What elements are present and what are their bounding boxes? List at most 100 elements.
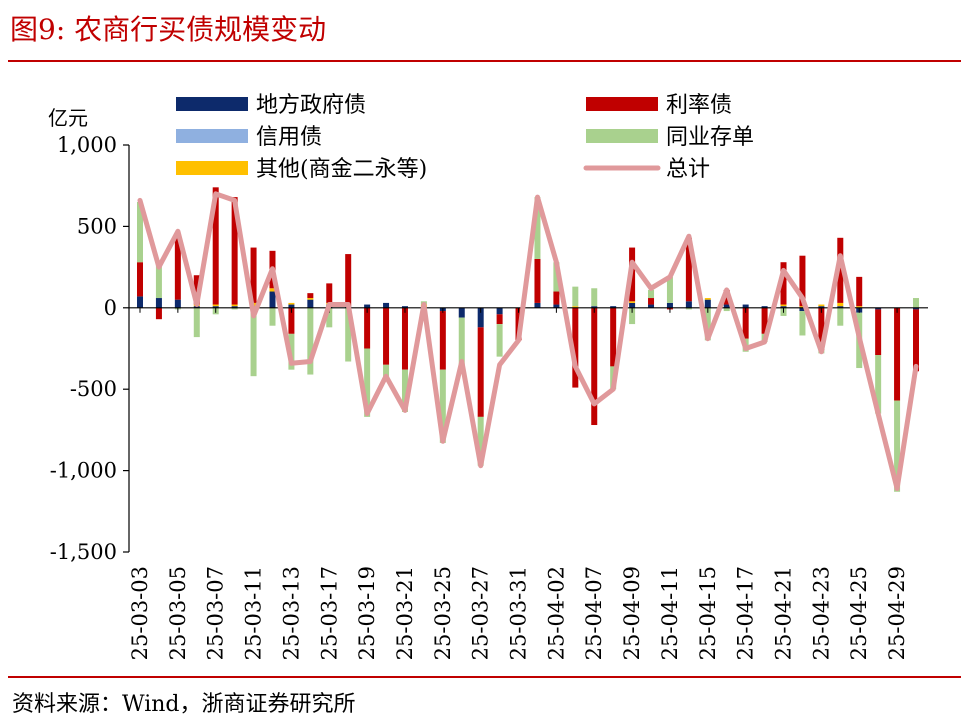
bar-rate <box>913 309 919 372</box>
y-tick-label: -500 <box>70 377 117 401</box>
bar-ncd <box>231 307 238 310</box>
bar-local-gov <box>174 299 181 308</box>
bar-ncd <box>326 307 333 328</box>
bar-local-gov <box>383 302 390 308</box>
legend-swatch <box>586 129 658 143</box>
bar-local-gov <box>723 304 730 308</box>
legend-swatch <box>176 97 248 111</box>
bar-ncd <box>572 286 579 307</box>
bar-other <box>780 304 787 307</box>
bar-rate <box>685 237 692 302</box>
x-tick-label: 25-04-29 <box>885 566 909 660</box>
legend-label: 地方政府债 <box>256 93 366 118</box>
bar-rate <box>326 283 333 303</box>
bar-local-gov <box>458 307 465 318</box>
bar-other <box>629 301 636 303</box>
bar-rate <box>875 309 882 356</box>
bar-local-gov <box>534 302 541 308</box>
bar-ncd <box>496 324 503 357</box>
x-tick-label: 25-03-03 <box>128 566 152 660</box>
bar-local-gov <box>212 306 219 308</box>
bar-local-gov <box>704 299 711 308</box>
bar-ncd <box>913 298 919 308</box>
bar-rate <box>383 307 390 365</box>
bar-rate <box>837 237 844 303</box>
bar-rate <box>212 187 219 305</box>
legend-label: 总计 <box>666 157 710 182</box>
bar-ncd <box>250 307 257 377</box>
bar-rate <box>288 307 295 334</box>
bar-rate <box>742 307 749 339</box>
bar-ncd <box>137 201 143 263</box>
x-tick-label: 25-03-07 <box>204 566 228 660</box>
bar-rate <box>799 255 806 307</box>
bar-ncd <box>458 317 465 372</box>
bar-rate <box>553 291 560 305</box>
bar-rate <box>401 307 408 370</box>
legend-label: 利率债 <box>666 93 732 118</box>
bar-other <box>269 288 276 292</box>
bar-other <box>288 302 295 305</box>
bar-rate <box>572 307 579 388</box>
bar-rate <box>496 314 503 325</box>
x-tick-label: 25-04-02 <box>544 566 568 660</box>
x-tick-label: 25-04-15 <box>696 566 720 660</box>
bar-rate <box>307 293 314 299</box>
legend-label: 同业存单 <box>666 125 754 150</box>
x-tick-label: 25-04-11 <box>658 566 682 660</box>
bar-ncd <box>155 260 162 299</box>
bar-rate <box>818 307 825 351</box>
bar-local-gov <box>837 306 844 308</box>
total-line <box>137 191 919 491</box>
bar-ncd <box>364 348 371 417</box>
bar-local-gov <box>875 307 882 310</box>
bar-rate <box>610 307 617 367</box>
y-tick-label: 500 <box>77 214 117 238</box>
bar-ncd <box>401 369 408 412</box>
legend-label: 其他(商金二永等) <box>256 157 427 182</box>
bar-local-gov <box>799 307 806 312</box>
x-tick-label: 25-04-07 <box>582 566 606 660</box>
x-tick-label: 25-03-27 <box>469 566 493 660</box>
bar-rate <box>477 327 484 417</box>
bar-ncd <box>723 307 730 312</box>
legend-item-ncd: 同业存单 <box>586 125 754 150</box>
bar-local-gov <box>648 304 655 308</box>
bar-rate <box>364 307 371 349</box>
x-tick-label: 25-03-19 <box>355 566 379 660</box>
bar-local-gov <box>137 296 143 308</box>
x-tick-label: 25-03-31 <box>507 566 531 660</box>
bar-ncd <box>553 262 560 292</box>
legend-item-other: 其他(商金二永等) <box>176 157 427 182</box>
bar-ncd <box>875 355 882 414</box>
y-tick-label: 1,000 <box>57 133 117 157</box>
y-tick-label: 0 <box>104 296 117 320</box>
legend-swatch <box>176 129 248 143</box>
x-tick-label: 25-04-21 <box>772 566 796 660</box>
bar-ncd <box>477 416 484 466</box>
legend-item-local-gov: 地方政府债 <box>176 93 366 118</box>
x-tick-label: 25-03-05 <box>166 566 190 660</box>
bar-other <box>799 306 806 308</box>
x-tick-label: 25-03-25 <box>431 566 455 660</box>
x-tick-label: 25-03-21 <box>393 566 417 660</box>
bar-rate <box>856 276 863 307</box>
legend-item-rate: 利率债 <box>586 93 732 118</box>
x-tick-label: 25-03-11 <box>242 566 266 660</box>
bar-rate <box>439 311 446 370</box>
bar-rate <box>894 307 901 401</box>
bar-other <box>704 298 711 300</box>
bar-rate <box>648 298 655 305</box>
bar-ncd <box>591 288 598 307</box>
bar-local-gov <box>477 307 484 328</box>
bar-local-gov <box>666 302 673 308</box>
bar-ncd <box>307 307 314 375</box>
bar-local-gov <box>231 306 238 308</box>
bar-local-gov <box>685 301 692 308</box>
x-tick-label: 25-04-23 <box>809 566 833 660</box>
bar-local-gov <box>818 306 825 308</box>
bar-other <box>856 306 863 308</box>
legend-swatch <box>176 161 248 175</box>
bar-rate <box>591 307 598 426</box>
